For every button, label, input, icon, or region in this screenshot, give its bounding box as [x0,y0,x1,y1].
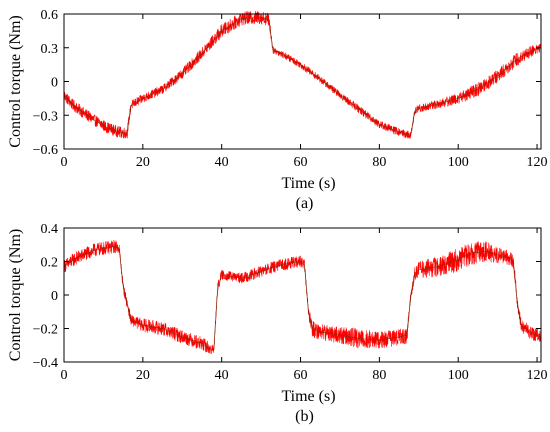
x-tick-label: 60 [294,368,308,383]
x-tick-label: 0 [61,155,68,170]
y-tick-label: 0 [51,76,58,91]
series-0-mean-line [63,16,542,136]
x-tick-label: 100 [448,155,469,170]
x-tick-label: 60 [294,155,308,170]
x-tick-label: 20 [136,155,150,170]
y-tick-label: −0.6 [33,143,58,158]
x-tick-label: 100 [448,368,469,383]
plot-frame [63,227,542,363]
y-tick-label: 0.6 [41,8,59,23]
plot-frame [63,13,542,150]
x-tick-label: 0 [61,368,68,383]
series-0-trace [63,10,542,139]
y-tick-label: −0.4 [33,356,58,371]
y-axis-label: Control torque (Nm) [7,15,24,147]
y-tick-label: −0.3 [33,109,58,124]
panel-b: 0 20 40 60 80 100 120 0.4 0.2 0 −0.2 −0.4 Time (s) Co… [7,222,548,425]
y-tick-label: 0.3 [41,42,59,57]
series-0-trace [63,239,542,355]
x-axis-label: Time (s) [281,175,335,192]
series-0-mean-line [63,246,542,351]
panel-caption: (a) [296,195,314,212]
x-tick-label: 20 [136,368,150,383]
panel-caption: (b) [295,408,314,425]
x-axis-label: Time (s) [281,388,335,405]
y-tick-label: 0 [51,289,58,304]
x-tick-label: 40 [215,368,229,383]
x-tick-label: 120 [527,155,548,170]
panel-a: 0 20 40 60 80 100 120 0.6 0.3 0 −0.3 −0.6 Time (s) Co… [7,8,548,212]
x-tick-label: 80 [372,368,386,383]
x-tick-label: 40 [215,155,229,170]
y-tick-label: −0.2 [33,323,58,338]
x-tick-label: 80 [372,155,386,170]
y-axis-label: Control torque (Nm) [7,229,24,361]
y-tick-label: 0.2 [41,256,59,271]
y-tick-label: 0.4 [41,222,59,237]
x-tick-label: 120 [527,368,548,383]
